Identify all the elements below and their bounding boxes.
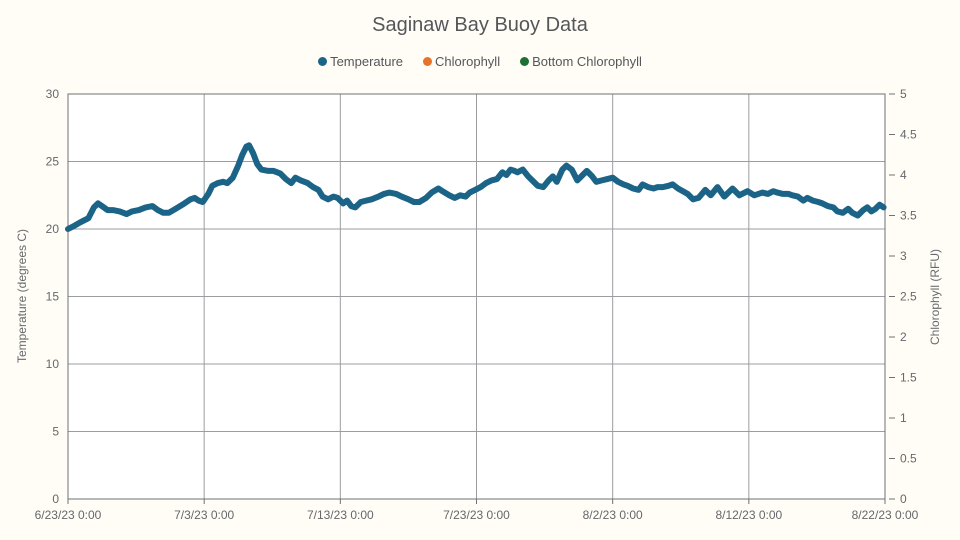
- left-y-axis-tick-label: 25: [46, 155, 60, 169]
- left-y-axis-tick-label: 0: [52, 492, 59, 506]
- legend-label-temperature: Temperature: [330, 54, 404, 69]
- right-y-axis-title: Chlorophyll (RFU): [928, 248, 942, 346]
- left-y-axis-tick-label: 10: [46, 357, 60, 371]
- right-y-axis-tick-label: 3: [900, 249, 907, 263]
- chlorophyll-series-dot-icon: [423, 57, 433, 66]
- left-y-axis-tick-label: 30: [46, 87, 60, 101]
- legend-item-chlorophyll[interactable]: Chlorophyll: [423, 54, 500, 69]
- x-axis-tick-label: 7/23/23 0:00: [443, 508, 510, 522]
- temperature-series-dot-icon: [318, 57, 328, 66]
- right-y-axis-tick-label: 3.5: [900, 209, 917, 223]
- right-y-axis-tick-label: 0.5: [900, 452, 917, 466]
- right-y-axis-tick-label: 5: [900, 87, 907, 101]
- x-axis-tick-label: 8/2/23 0:00: [583, 508, 643, 522]
- legend-label-chlorophyll: Chlorophyll: [435, 54, 501, 69]
- right-y-axis-tick-label: 4.5: [900, 128, 917, 142]
- legend-item-bottom-chlorophyll[interactable]: Bottom Chlorophyll: [520, 54, 642, 69]
- right-y-axis-tick-label: 1: [900, 411, 907, 425]
- x-axis-tick-label: 7/3/23 0:00: [174, 508, 234, 522]
- x-axis: 6/23/23 0:00 7/3/23 0:00 7/13/23 0:00 7/23/…: [35, 499, 919, 522]
- right-y-axis-tick-label: 2.5: [900, 290, 917, 304]
- right-y-axis-tick-label: 1.5: [900, 371, 917, 385]
- x-axis-tick-label: 8/22/23 0:00: [852, 508, 919, 522]
- chart-title: Saginaw Bay Buoy Data: [372, 14, 588, 36]
- left-y-axis: 0 5 10 15 20 25 30: [46, 87, 60, 506]
- bottom-chlorophyll-series-dot-icon: [520, 57, 530, 66]
- legend-label-bottom-chlorophyll: Bottom Chlorophyll: [532, 54, 642, 69]
- temperature-line: [65, 142, 887, 232]
- left-y-axis-tick-label: 15: [46, 290, 60, 304]
- left-y-axis-tick-label: 5: [52, 425, 59, 439]
- x-axis-tick-label: 6/23/23 0:00: [35, 508, 102, 522]
- x-axis-tick-label: 8/12/23 0:00: [715, 508, 782, 522]
- right-y-axis-tick-label: 4: [900, 168, 907, 182]
- right-y-axis-tick-label: 2: [900, 330, 907, 344]
- right-y-axis: 0 0.5 1 1.5 2 2.5 3 3.5 4 4.5 5: [889, 87, 917, 506]
- chart-legend: Temperature Chlorophyll Bottom Chlorophy…: [0, 54, 960, 69]
- right-y-axis-tick-label: 0: [900, 492, 907, 506]
- gridlines: [68, 94, 885, 499]
- legend-item-temperature[interactable]: Temperature: [318, 54, 403, 69]
- left-y-axis-tick-label: 20: [46, 222, 60, 236]
- x-axis-tick-label: 7/13/23 0:00: [307, 508, 374, 522]
- left-y-axis-title: Temperature (degrees C): [15, 228, 29, 364]
